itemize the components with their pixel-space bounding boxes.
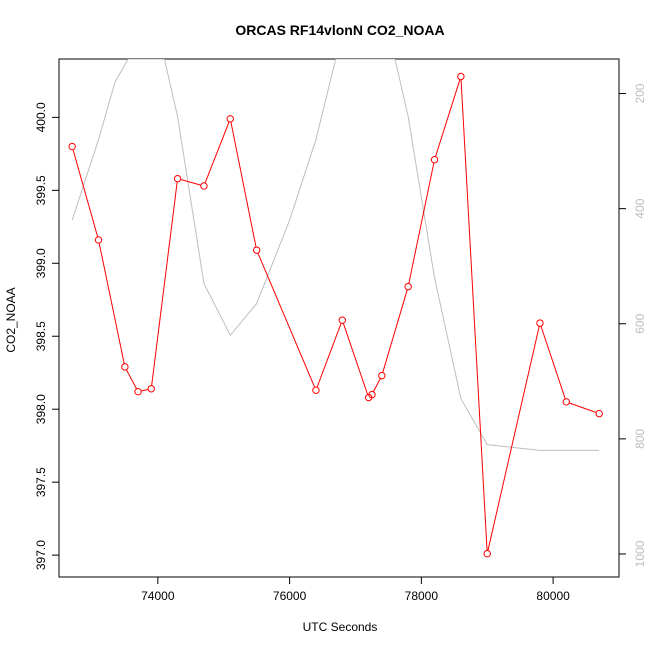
red-series-segment (257, 252, 316, 388)
red-series-point (226, 115, 234, 123)
red-series-point (200, 182, 208, 190)
red-series-segment (435, 79, 461, 157)
x-tick-label: 76000 (273, 589, 307, 603)
red-series-segment (98, 242, 125, 364)
chart-title: ORCAS RF14vlonN CO2_NOAA (235, 22, 444, 38)
y2-tick-label: 600 (633, 313, 647, 333)
red-series-segment (151, 181, 178, 386)
red-series-point (378, 371, 386, 380)
y2-tick-label: 200 (633, 83, 647, 103)
red-series-point (536, 319, 544, 327)
gray-series-line (71, 59, 600, 451)
y-axis-label: CO2_NOAA (4, 287, 18, 352)
red-series-point (483, 549, 491, 558)
y-tick-label: 398.5 (34, 321, 48, 351)
red-series-point (68, 142, 76, 151)
red-series-segment (408, 162, 435, 284)
red-series-point (404, 282, 412, 291)
red-series-segment (487, 326, 540, 551)
series-red (68, 72, 603, 558)
red-series-segment (230, 121, 257, 248)
y-tick-label: 398.0 (34, 394, 48, 424)
red-series-segment (382, 289, 408, 373)
red-series-point (147, 385, 155, 393)
red-series-segment (72, 149, 99, 237)
plot-frame (58, 58, 620, 578)
red-series-segment (372, 378, 381, 392)
red-series-point (562, 398, 570, 406)
x-tick-label: 80000 (536, 589, 570, 603)
red-series-segment (180, 179, 201, 186)
x-axis-label: UTC Seconds (303, 620, 378, 634)
x-axis: 74000 76000 78000 80000 (141, 576, 570, 603)
red-series-segment (569, 402, 597, 413)
red-series-point (121, 363, 129, 371)
red-series-point (430, 155, 439, 164)
y2-axis: 200 400 600 800 1000 (618, 83, 647, 567)
red-series-segment (342, 323, 369, 395)
y-tick-label: 397.0 (34, 540, 48, 570)
x-tick-label: 74000 (141, 589, 175, 603)
red-series-point (94, 236, 103, 244)
red-series-point (457, 72, 465, 81)
red-series-point (173, 174, 182, 183)
y2-tick-label: 800 (633, 429, 647, 449)
red-series-point (134, 387, 142, 396)
red-series-segment (204, 121, 230, 184)
y2-tick-label: 400 (633, 198, 647, 218)
series-gray (71, 59, 600, 451)
red-series-segment (460, 79, 488, 551)
red-series-segment (125, 369, 137, 390)
y-tick-label: 400.0 (34, 102, 48, 132)
red-series-point (312, 386, 320, 394)
red-series-point (252, 246, 261, 254)
red-series-point (368, 390, 376, 399)
red-series-segment (316, 323, 342, 388)
y-tick-label: 397.5 (34, 467, 48, 497)
red-series-point (595, 409, 603, 418)
y-axis: 397.0 397.5 398.0 398.5 399.0 399.5 400.0 (34, 102, 60, 570)
red-series-segment (540, 325, 566, 400)
y-tick-label: 399.5 (34, 175, 48, 205)
y2-tick-label: 1000 (633, 540, 647, 567)
x-tick-label: 78000 (405, 589, 439, 603)
red-series-segment (141, 388, 149, 392)
y-tick-label: 399.0 (34, 248, 48, 278)
red-series-point (338, 316, 346, 324)
